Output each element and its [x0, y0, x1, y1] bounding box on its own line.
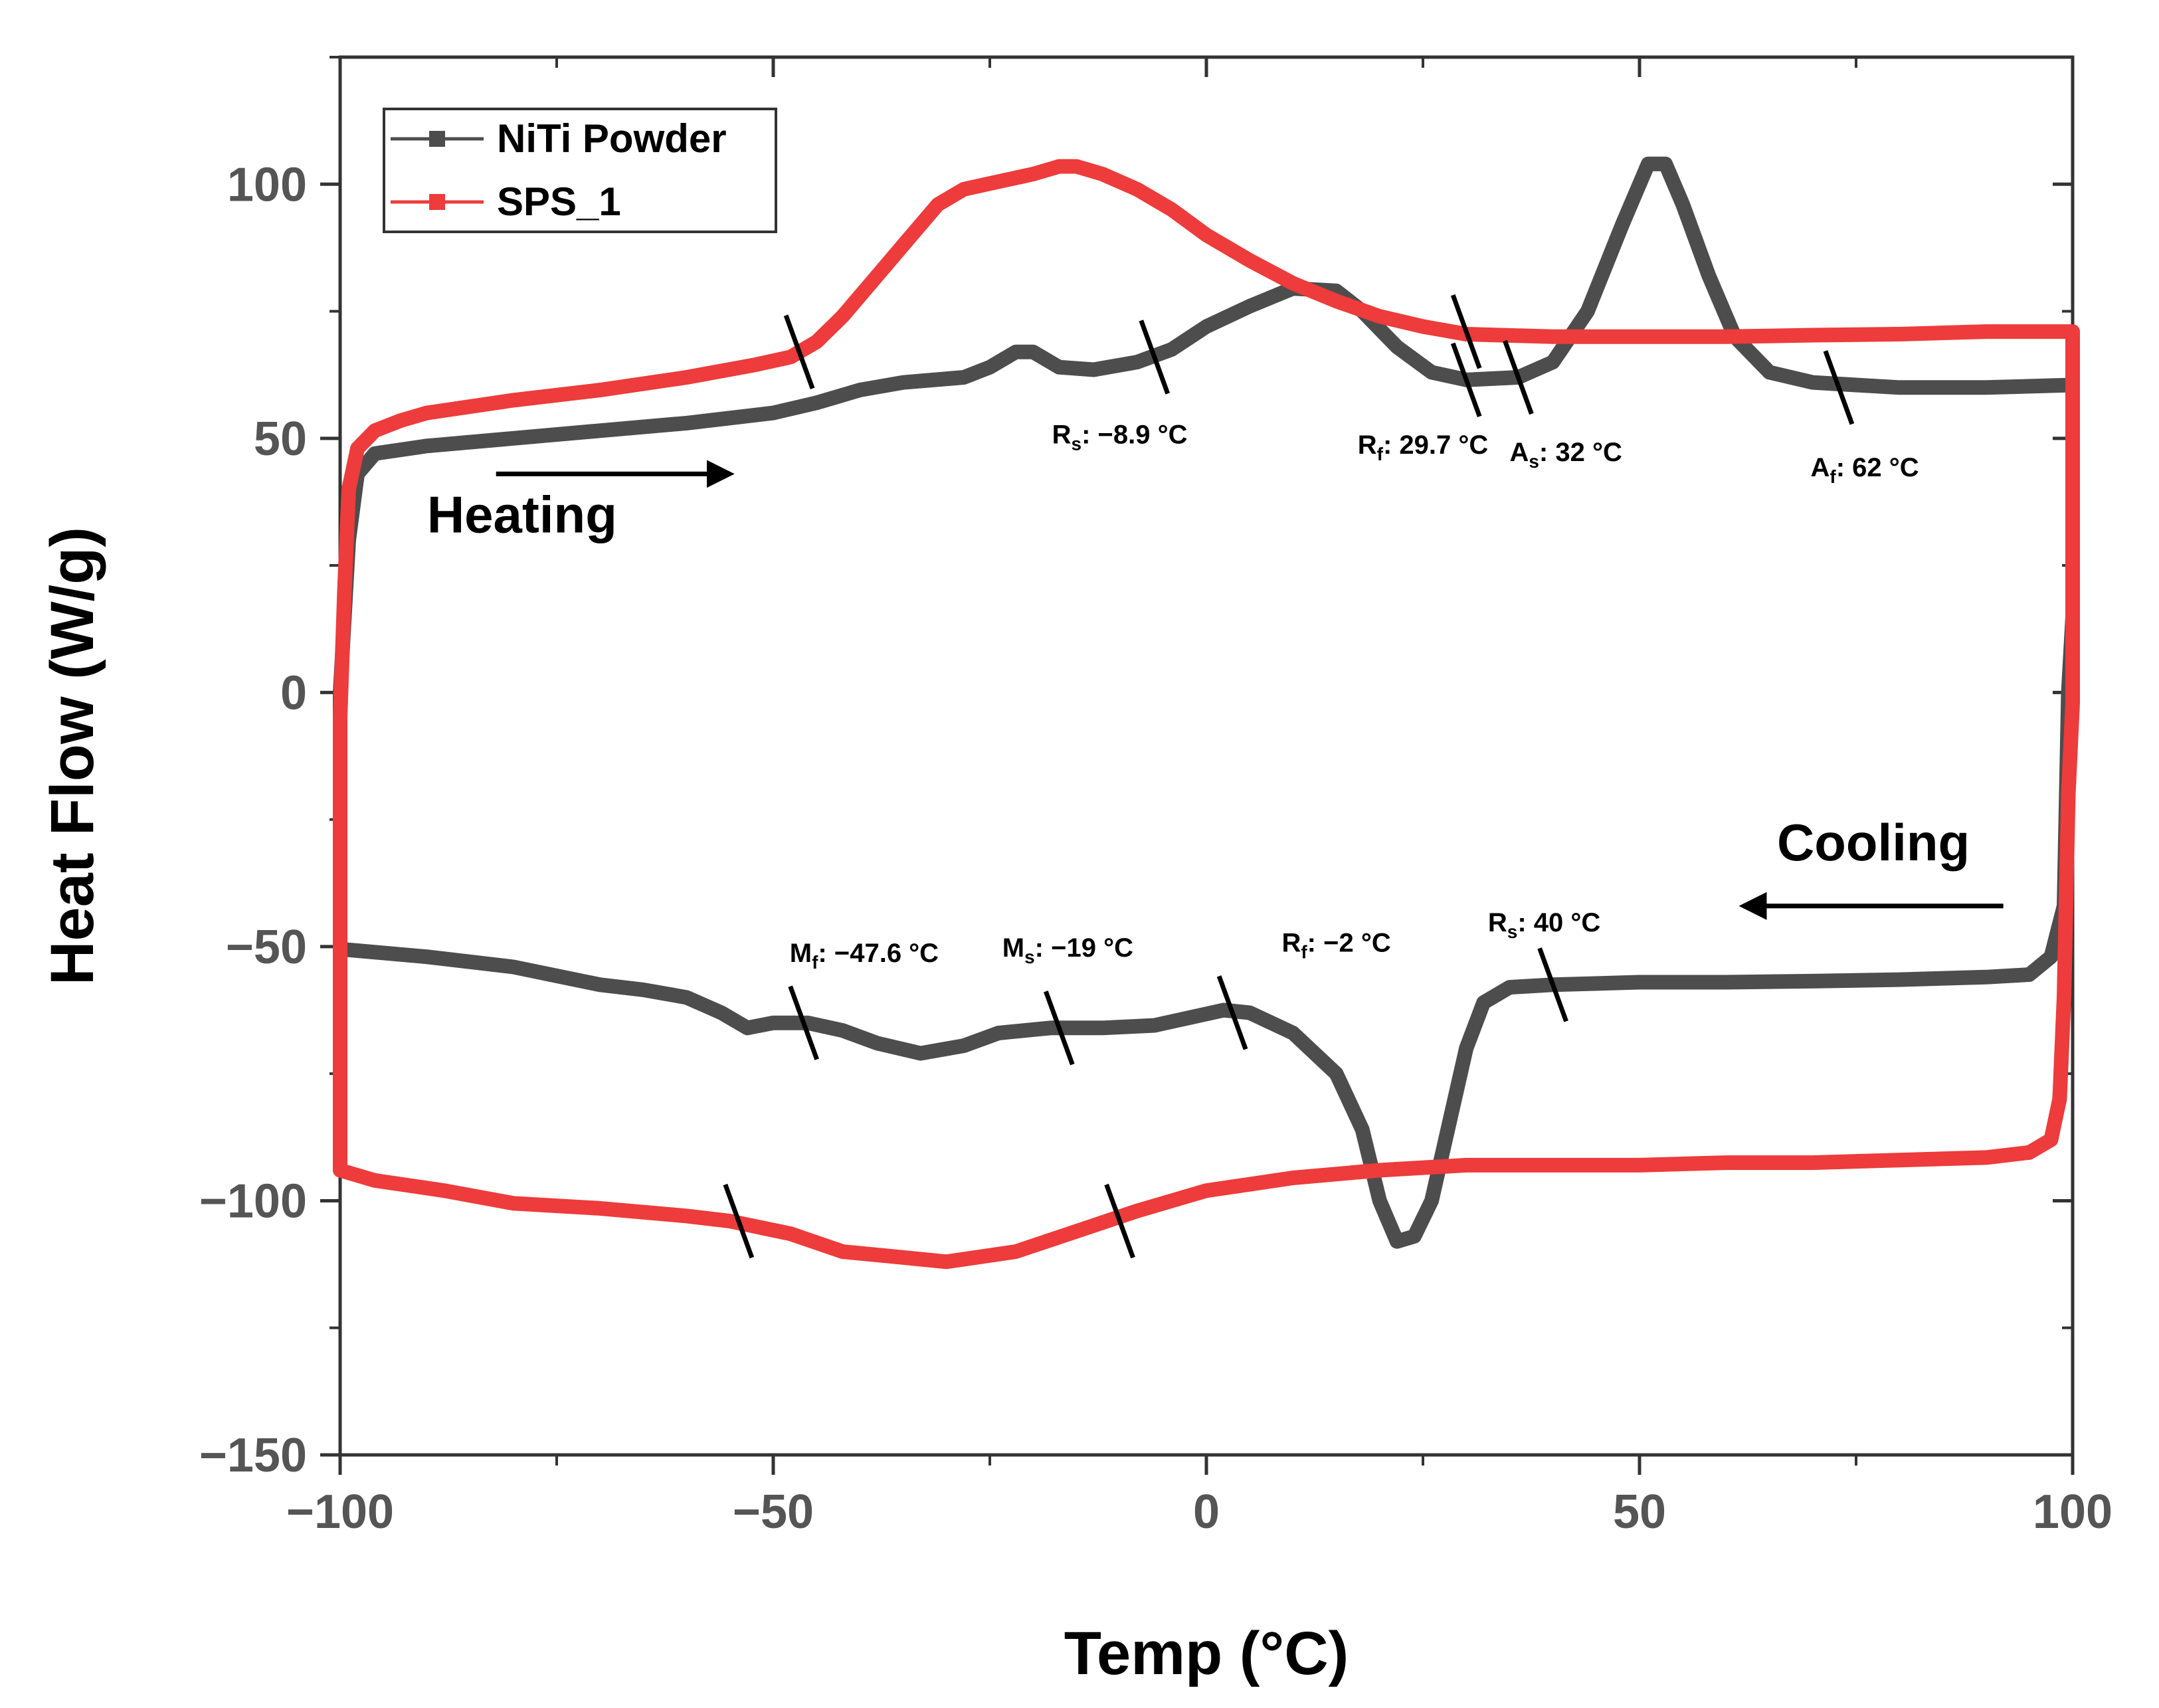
- transition-markers: [723, 294, 1855, 1259]
- label-subscript: f: [1377, 444, 1384, 464]
- transition-marker: [1104, 1183, 1135, 1259]
- transition-marker: [1537, 947, 1568, 1022]
- label-value: : 62 °C: [1836, 453, 1919, 482]
- label-subscript: f: [1301, 942, 1307, 963]
- direction-labels: Heating Cooling: [427, 460, 2004, 920]
- transition-label: Rf: 29.7 °C: [1358, 430, 1489, 464]
- series-niti-line: [333, 156, 2080, 1249]
- y-axis-title: Heat Flow (W/g): [39, 527, 106, 985]
- legend-marker-sps: [429, 194, 445, 210]
- series-lines: [333, 156, 2080, 1270]
- label-value: : 40 °C: [1517, 908, 1600, 937]
- transition-label: Ms: −19 °C: [1002, 933, 1133, 967]
- label-value: : 29.7 °C: [1383, 430, 1488, 460]
- label-subscript: s: [1507, 921, 1518, 942]
- label-subscript: s: [1529, 451, 1539, 472]
- transition-label: Rf: −2 °C: [1281, 929, 1390, 963]
- direction-label-heating: Heating: [427, 485, 617, 543]
- legend-label-niti: NiTi Powder: [497, 116, 727, 161]
- legend: NiTi Powder SPS_1: [383, 108, 777, 233]
- transition-marker: [783, 314, 815, 389]
- transition-marker: [1450, 342, 1482, 418]
- label-symbol: A: [1509, 438, 1529, 467]
- x-tick-label: 100: [2033, 1485, 2112, 1539]
- transition-label: Rs: −8.9 °C: [1052, 420, 1188, 454]
- label-symbol: M: [1002, 933, 1024, 963]
- y-tick-label: 100: [227, 158, 307, 211]
- x-axis-title: Temp (°C): [1064, 1620, 1349, 1687]
- transition-label: Rs: 40 °C: [1488, 908, 1600, 942]
- series-sps-line: [333, 159, 2080, 1270]
- label-value: : 32 °C: [1539, 438, 1622, 467]
- transition-marker: [1216, 975, 1248, 1050]
- label-subscript: f: [1830, 466, 1836, 487]
- x-tick-label: 50: [1613, 1485, 1666, 1539]
- y-tick-label: 0: [280, 666, 307, 719]
- label-symbol: A: [1810, 453, 1830, 482]
- transition-marker: [1503, 339, 1534, 415]
- transition-label: Af: 62 °C: [1810, 453, 1919, 487]
- direction-label-cooling: Cooling: [1777, 813, 1970, 872]
- transition-annotations: Rs: −8.9 °C Rf: 29.7 °C As: 32 °CAf: 62 °C…: [790, 420, 1919, 972]
- plot-frame: [338, 55, 2075, 1457]
- label-symbol: M: [790, 939, 812, 968]
- legend-marker-niti: [429, 131, 445, 147]
- label-subscript: s: [1024, 947, 1035, 967]
- transition-marker: [1823, 350, 1855, 425]
- transition-marker: [788, 985, 819, 1060]
- x-tick-label: 0: [1193, 1485, 1220, 1539]
- transition-marker: [1139, 320, 1171, 395]
- label-value: : −8.9 °C: [1081, 420, 1187, 449]
- label-subscript: s: [1072, 433, 1082, 454]
- label-value: : −2 °C: [1307, 929, 1391, 958]
- label-value: : −19 °C: [1035, 933, 1133, 963]
- y-tick-label: −50: [226, 921, 307, 974]
- transition-label: Mf: −47.6 °C: [790, 939, 939, 973]
- label-symbol: R: [1281, 929, 1301, 958]
- transition-marker: [1450, 294, 1482, 369]
- y-tick-label: 50: [254, 413, 307, 466]
- x-tick-label: −100: [286, 1485, 394, 1539]
- y-tick-label: −150: [199, 1429, 307, 1482]
- transition-marker: [723, 1183, 755, 1259]
- label-subscript: f: [812, 952, 818, 973]
- transition-label: As: 32 °C: [1509, 438, 1622, 472]
- label-symbol: R: [1358, 430, 1377, 460]
- x-tick-label: −50: [733, 1485, 814, 1539]
- label-value: : −47.6 °C: [818, 939, 939, 968]
- label-symbol: R: [1488, 908, 1507, 937]
- label-symbol: R: [1052, 420, 1072, 449]
- y-tick-label: −100: [199, 1175, 307, 1228]
- legend-box: [383, 108, 777, 233]
- legend-label-sps: SPS_1: [497, 179, 621, 224]
- transition-marker: [1044, 991, 1075, 1066]
